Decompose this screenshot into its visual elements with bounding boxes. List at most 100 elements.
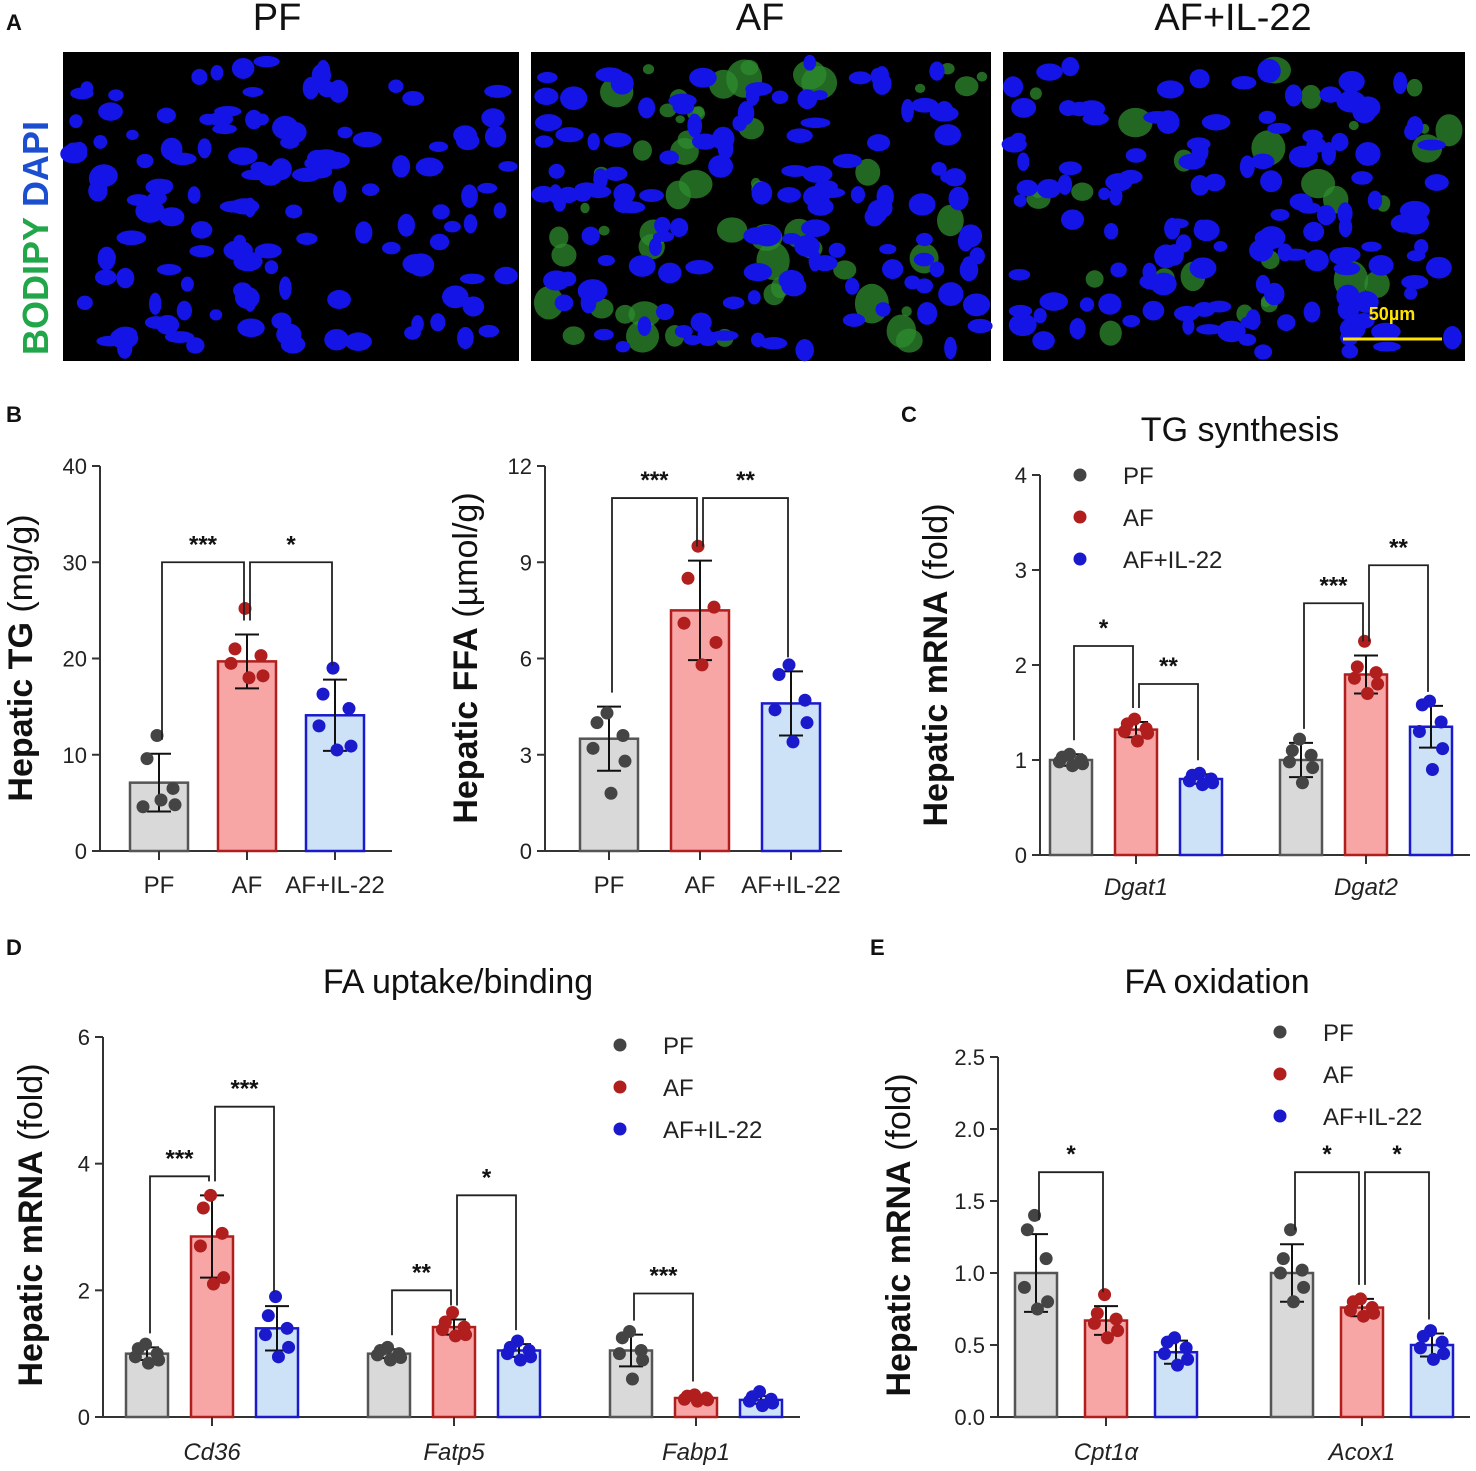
nucleus: [1011, 132, 1026, 144]
legend-label: AF+IL-22: [663, 1117, 762, 1144]
nucleus: [361, 183, 380, 196]
nucleus: [1032, 331, 1055, 351]
nucleus: [1267, 122, 1291, 134]
data-point: [1367, 1306, 1381, 1320]
nucleus: [674, 325, 693, 339]
nucleus: [771, 90, 789, 105]
nucleus: [615, 341, 631, 353]
nucleus: [637, 316, 652, 336]
significance-bracket: [1368, 564, 1429, 692]
bar-af: [1343, 673, 1389, 857]
nucleus: [1008, 313, 1037, 337]
x-tick-label: Fatp5: [423, 1439, 485, 1466]
data-point: [330, 743, 344, 757]
nucleus: [708, 154, 734, 178]
data-point: [1117, 725, 1131, 738]
nucleus: [1201, 114, 1231, 131]
y-axis-label-bold: Hepatic FFA: [447, 627, 485, 823]
nucleus: [459, 273, 485, 285]
nucleus: [302, 76, 320, 100]
data-point: [766, 1396, 780, 1410]
significance-label: ***: [189, 531, 218, 558]
data-point: [1295, 1263, 1309, 1277]
data-point: [206, 1277, 220, 1291]
lipid-droplet: [1099, 320, 1122, 346]
nucleus: [828, 242, 846, 258]
x-tick-label: AF+IL-22: [285, 872, 384, 899]
panel-label: D: [6, 935, 22, 960]
nucleus: [803, 54, 817, 71]
data-point: [215, 1226, 229, 1240]
nucleus: [938, 282, 964, 307]
data-point: [256, 669, 270, 683]
stain-label-bodipy: BODIPY: [15, 217, 56, 355]
nucleus: [1061, 57, 1080, 77]
data-point: [1425, 763, 1439, 776]
nucleus: [199, 113, 218, 126]
nucleus: [355, 221, 373, 244]
data-point: [1306, 761, 1320, 775]
data-point: [1065, 759, 1079, 773]
lipid-droplet: [937, 204, 964, 237]
nucleus: [797, 89, 818, 110]
y-tick-label: 3: [1015, 558, 1027, 583]
stain-label-dapi: DAPI: [15, 121, 56, 207]
nucleus: [555, 127, 584, 143]
lipid-droplet: [642, 64, 655, 75]
significance-bracket: [611, 497, 698, 693]
nucleus: [1058, 161, 1082, 176]
nucleus: [210, 64, 224, 81]
nucleus: [1305, 249, 1329, 272]
data-point: [1416, 1329, 1430, 1343]
nucleus: [415, 157, 444, 177]
lipid-droplet: [549, 226, 569, 249]
nucleus: [1340, 329, 1359, 346]
data-point: [1295, 776, 1309, 790]
nucleus: [69, 114, 83, 129]
nucleus: [388, 79, 404, 93]
data-point: [600, 706, 614, 720]
nucleus: [319, 152, 336, 172]
nucleus: [88, 168, 104, 189]
nucleus: [1254, 344, 1273, 360]
data-point: [1130, 734, 1144, 748]
significance-label: **: [412, 1259, 431, 1286]
nucleus: [156, 263, 182, 276]
nucleus: [245, 109, 263, 130]
nucleus: [916, 232, 933, 247]
legend-marker: [1073, 468, 1087, 482]
y-tick-label: 0.0: [954, 1405, 985, 1430]
nucleus: [901, 98, 914, 123]
nucleus: [1329, 247, 1351, 265]
nucleus: [658, 262, 682, 284]
data-point: [1350, 660, 1364, 674]
y-tick-label: 4: [1015, 463, 1027, 488]
lipid-droplet: [1085, 270, 1104, 288]
data-point: [228, 642, 242, 656]
data-point: [136, 800, 150, 814]
nucleus: [722, 296, 745, 310]
chart-hepatic-ffa: 0 3 6 9 12 Hepatic FFA (µmol/g) PF AF AF+IL-22 **…: [447, 454, 842, 899]
data-point: [1039, 1252, 1053, 1266]
nucleus: [108, 89, 124, 101]
data-point: [681, 571, 695, 585]
nucleus: [1401, 274, 1429, 290]
nucleus: [931, 162, 947, 176]
data-point: [459, 1328, 473, 1342]
nucleus: [296, 232, 318, 245]
data-point: [238, 601, 252, 615]
nucleus: [1281, 248, 1309, 261]
y-tick-label: 0: [75, 839, 87, 864]
data-point: [168, 798, 182, 812]
nucleus: [628, 255, 656, 277]
legend-label: PF: [663, 1033, 694, 1060]
nucleus: [683, 335, 702, 346]
nucleus: [135, 199, 165, 223]
nucleus: [537, 71, 558, 84]
nucleus: [1240, 315, 1261, 329]
column-title-af-il22: AF+IL-22: [1154, 0, 1311, 39]
nucleus: [794, 235, 820, 257]
stain-label: BODIPY DAPI: [15, 121, 56, 355]
data-point: [1179, 1341, 1193, 1355]
legend-marker: [1273, 1109, 1287, 1123]
